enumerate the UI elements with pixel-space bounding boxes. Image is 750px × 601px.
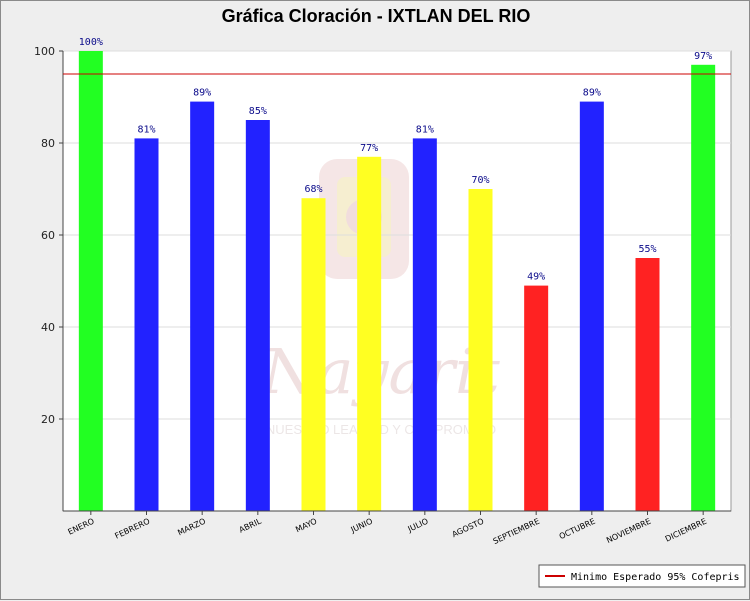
bar-julio <box>412 138 437 511</box>
data-label: 85% <box>249 106 267 117</box>
data-label: 55% <box>638 244 656 255</box>
data-label: 97% <box>694 51 712 62</box>
bar-noviembre <box>635 258 660 511</box>
y-tick-label: 40 <box>41 321 55 334</box>
legend-box <box>538 564 746 588</box>
bar-mayo <box>301 198 326 511</box>
x-tick-label: ENERO <box>67 517 96 537</box>
x-tick-label: DICIEMBRE <box>664 517 708 544</box>
bars-layer: 100% 81% 89% 85% 68% 77% 81% 70% 49% 89% 55% 97% <box>78 37 716 512</box>
chart-title: Gráfica Cloración - IXTLAN DEL RIO <box>222 6 531 26</box>
bar-octubre <box>579 101 604 511</box>
legend: Minimo Esperado 95% Cofepris <box>538 564 746 588</box>
y-tick-label: 100 <box>34 45 55 58</box>
data-label: 81% <box>137 124 155 135</box>
data-label: 70% <box>471 175 489 186</box>
x-tick-label: JUNIO <box>349 517 374 535</box>
data-label: 100% <box>79 37 103 48</box>
bar-enero <box>78 51 103 511</box>
bar-agosto <box>468 189 493 511</box>
y-tick-label: 80 <box>41 137 55 150</box>
bar-febrero <box>134 138 159 511</box>
bar-abril <box>245 120 270 511</box>
grid-layer <box>63 50 731 420</box>
x-tick-label: JULIO <box>406 517 430 535</box>
bar-septiembre <box>524 285 549 511</box>
data-label: 77% <box>360 143 378 154</box>
data-label: 49% <box>527 272 545 283</box>
x-tick-label: MAYO <box>294 517 318 535</box>
data-label: 81% <box>416 124 434 135</box>
bar-marzo <box>190 101 215 511</box>
plot-area <box>62 50 732 512</box>
data-label: 89% <box>583 88 601 99</box>
x-tick-label: NOVIEMBRE <box>605 517 652 545</box>
bar-junio <box>357 156 382 512</box>
bar-diciembre <box>691 64 716 512</box>
legend-label-reference-line: Minimo Esperado 95% Cofepris <box>571 572 740 583</box>
x-tick-label: AGOSTO <box>451 517 486 540</box>
x-tick-label: FEBRERO <box>113 517 151 541</box>
x-tick-label: ABRIL <box>238 516 263 534</box>
data-label: 68% <box>304 184 322 195</box>
x-tick-label: SEPTIEMBRE <box>492 517 541 546</box>
data-label: 89% <box>193 88 211 99</box>
x-tick-label: OCTUBRE <box>558 517 597 542</box>
y-tick-label: 60 <box>41 229 55 242</box>
x-tick-label: MARZO <box>176 517 207 538</box>
y-tick-label: 20 <box>41 413 55 426</box>
